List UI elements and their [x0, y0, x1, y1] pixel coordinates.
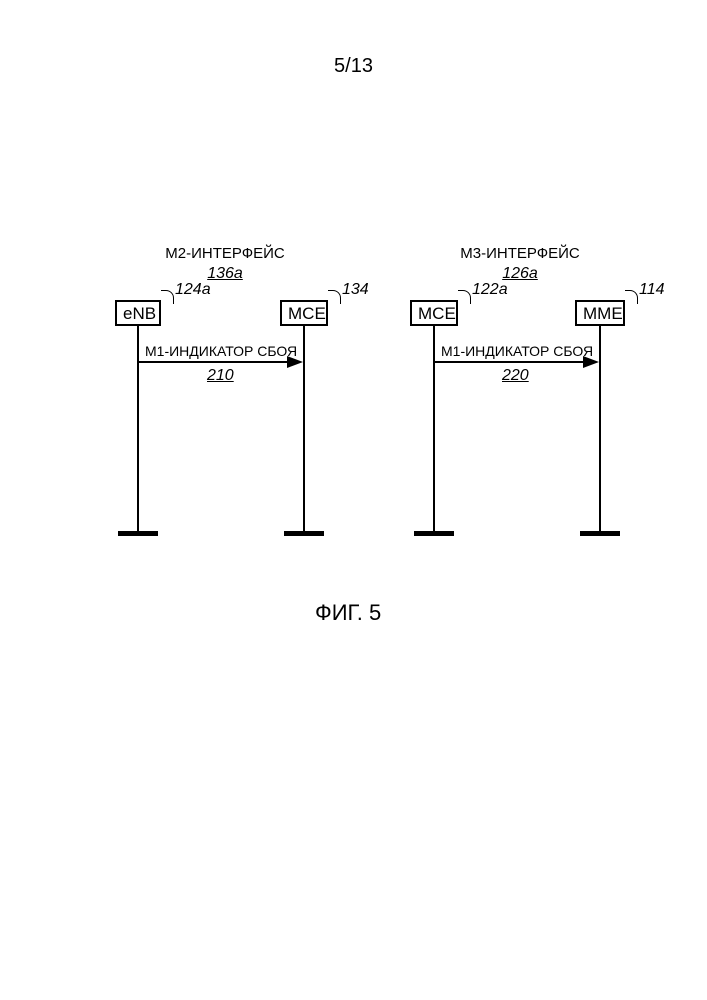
mce-left-ref: 134 — [342, 281, 369, 299]
mme-box: ММЕ — [575, 300, 625, 326]
m2-interface-ref: 136а — [207, 265, 243, 282]
m3-arrow — [435, 361, 585, 363]
lifeline-mme — [599, 326, 601, 531]
m3-interface-ref: 126а — [502, 265, 538, 282]
lifeline-enb — [137, 326, 139, 531]
enb-box: eNB — [115, 300, 161, 326]
page: 5/13 М2-ИНТЕРФЕЙС 136а eNB 124а МСЕ 134 … — [0, 0, 707, 1000]
enb-ref: 124а — [175, 281, 211, 299]
mce-right-ref: 122а — [472, 281, 508, 299]
mme-ref: 114 — [639, 281, 665, 299]
m2-interface-label: М2-ИНТЕРФЕЙС 136а — [165, 245, 285, 284]
page-number: 5/13 — [0, 55, 707, 78]
baseline-mce-left — [284, 531, 324, 536]
mme-label: ММЕ — [583, 304, 623, 323]
baseline-mce-right — [414, 531, 454, 536]
m3-diagram: М3-ИНТЕРФЕЙС 126а МСЕ 122а ММЕ 114 М1-ИН… — [390, 245, 650, 565]
m3-msg-label: М1-ИНДИКАТОР СБОЯ — [441, 343, 593, 359]
lifeline-mce-right — [433, 326, 435, 531]
mme-ref-link — [625, 290, 638, 304]
mce-left-label: МСЕ — [288, 304, 326, 323]
baseline-enb — [118, 531, 158, 536]
m3-interface-label: М3-ИНТЕРФЕЙС 126а — [460, 245, 580, 284]
m2-msg-label: М1-ИНДИКАТОР СБОЯ — [145, 343, 297, 359]
m2-arrow — [139, 361, 289, 363]
enb-label: eNB — [123, 304, 156, 323]
lifeline-mce-left — [303, 326, 305, 531]
baseline-mme — [580, 531, 620, 536]
figure-caption: ФИГ. 5 — [315, 600, 381, 626]
enb-ref-link — [161, 290, 174, 304]
m2-diagram: М2-ИНТЕРФЕЙС 136а eNB 124а МСЕ 134 М1-ИН… — [95, 245, 355, 565]
m3-msg-ref: 220 — [502, 367, 529, 385]
mce-right-ref-link — [458, 290, 471, 304]
mce-left-box: МСЕ — [280, 300, 328, 326]
mce-left-ref-link — [328, 290, 341, 304]
m2-msg-ref: 210 — [207, 367, 234, 385]
mce-right-box: МСЕ — [410, 300, 458, 326]
m3-interface-name: М3-ИНТЕРФЕЙС — [460, 245, 579, 262]
mce-right-label: МСЕ — [418, 304, 456, 323]
m2-interface-name: М2-ИНТЕРФЕЙС — [165, 245, 284, 262]
